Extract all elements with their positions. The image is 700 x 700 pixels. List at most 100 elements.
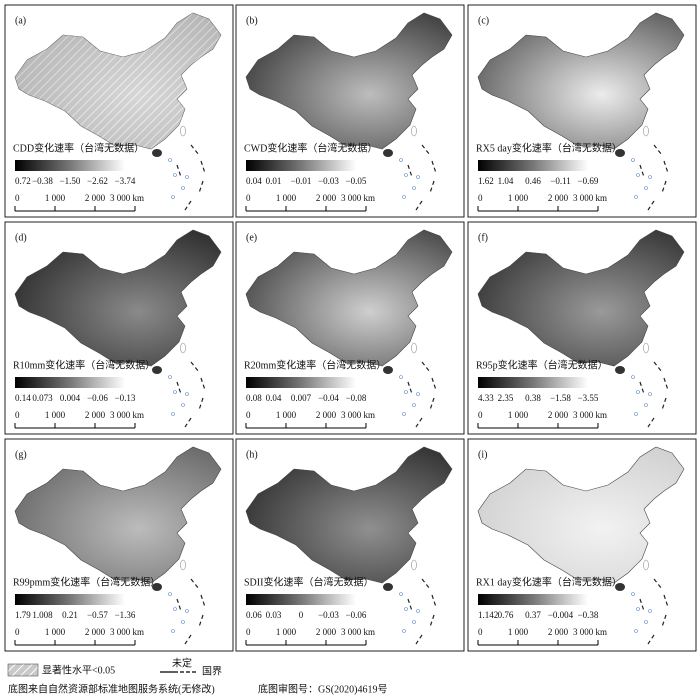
maritime-border xyxy=(639,598,645,612)
scale-label: 3 000 km xyxy=(110,627,144,637)
maritime-border xyxy=(647,200,655,211)
scale-label: 3 000 km xyxy=(573,410,607,420)
panel-label: (d) xyxy=(15,232,27,243)
colorbar-tick-label: −0.05 xyxy=(346,176,367,186)
scale-label: 2 000 xyxy=(316,627,337,637)
colorbar xyxy=(478,594,588,605)
maritime-border xyxy=(431,377,437,391)
map-panel: (f) R95p变化速率（台湾无数据） 4.33 2.35 0.38 −1.58 −3.55… xyxy=(467,221,697,435)
maritime-border xyxy=(661,180,667,194)
taiwan xyxy=(411,559,417,571)
taiwan xyxy=(411,125,417,137)
colorbar-tick-label: 1.79 xyxy=(15,610,31,620)
maritime-border xyxy=(653,361,663,373)
legend-title: RX5 day变化速率（台湾无数据） xyxy=(476,141,622,154)
island xyxy=(634,629,638,633)
colorbar xyxy=(15,594,125,605)
hainan xyxy=(383,366,393,374)
maritime-border xyxy=(200,160,206,174)
island xyxy=(185,392,189,396)
colorbar-tick-label: 0.46 xyxy=(525,176,541,186)
border-label: 国界 xyxy=(202,665,222,677)
colorbar-tick-label: 0.06 xyxy=(246,610,262,620)
island xyxy=(399,592,403,596)
legend-title: R10mm变化速率（台湾无数据） xyxy=(13,358,155,371)
hainan xyxy=(152,366,162,374)
maritime-border xyxy=(184,634,192,645)
island xyxy=(636,607,640,611)
panel-label: (a) xyxy=(15,15,26,26)
colorbar-tick-label: 0.08 xyxy=(246,393,262,403)
maritime-border xyxy=(200,594,206,608)
panel-label: (h) xyxy=(246,449,258,460)
maritime-border xyxy=(647,634,655,645)
colorbar-tick-label: −0.06 xyxy=(346,610,367,620)
colorbar-tick-label: 0.073 xyxy=(32,393,53,403)
island xyxy=(404,607,408,611)
maritime-border xyxy=(190,361,200,373)
colorbar-tick-label: 0.007 xyxy=(291,393,312,403)
scale-label: 1 000 xyxy=(45,193,66,203)
island xyxy=(412,403,416,407)
colorbar-tick-label: −0.03 xyxy=(318,176,339,186)
maritime-border xyxy=(639,381,645,395)
panel-label: (e) xyxy=(246,232,257,243)
island xyxy=(171,629,175,633)
panel-label: (b) xyxy=(246,15,258,26)
island xyxy=(634,195,638,199)
colorbar-tick-label: −0.06 xyxy=(87,393,108,403)
colorbar-tick-label: 0.01 xyxy=(266,176,282,186)
scale-label: 1 000 xyxy=(508,410,529,420)
scale-label: 2 000 xyxy=(85,410,106,420)
colorbar xyxy=(246,594,356,605)
colorbar-tick-label: −1.58 xyxy=(550,393,571,403)
scale-label: 0 xyxy=(478,193,483,203)
colorbar-tick-label: 0.72 xyxy=(15,176,31,186)
maritime-border xyxy=(415,200,423,211)
maritime-border xyxy=(415,634,423,645)
maritime-border xyxy=(429,614,435,628)
panel-label: (c) xyxy=(478,15,489,26)
colorbar xyxy=(478,160,588,171)
colorbar-tick-label: 1.008 xyxy=(32,610,53,620)
colorbar-tick-label: 0.38 xyxy=(525,393,541,403)
colorbar-tick-label: 0 xyxy=(299,610,304,620)
island xyxy=(181,620,185,624)
colorbar-tick-label: −0.38 xyxy=(578,610,599,620)
hainan xyxy=(152,149,162,157)
scale-label: 2 000 xyxy=(548,193,569,203)
colorbar-tick-label: −0.08 xyxy=(346,393,367,403)
legend-title: SDII变化速率（台湾无数据） xyxy=(244,575,373,588)
taiwan xyxy=(180,125,186,137)
scale-label: 3 000 km xyxy=(110,410,144,420)
maritime-border xyxy=(653,578,663,590)
undetermined-label: 未定 xyxy=(172,656,192,669)
maritime-border xyxy=(407,381,413,395)
colorbar-tick-label: −0.01 xyxy=(291,176,312,186)
maritime-border xyxy=(653,144,663,156)
hainan xyxy=(615,366,625,374)
colorbar-tick-label: −0.04 xyxy=(318,393,339,403)
scale-label: 0 xyxy=(246,410,251,420)
colorbar-tick-label: 0.14 xyxy=(15,393,31,403)
island xyxy=(185,609,189,613)
island xyxy=(181,403,185,407)
panel-label: (g) xyxy=(15,449,27,460)
colorbar-tick-label: −0.03 xyxy=(318,610,339,620)
colorbar-tick-label: 2.35 xyxy=(498,393,514,403)
maritime-border xyxy=(663,594,669,608)
scale-label: 1 000 xyxy=(276,410,297,420)
taiwan xyxy=(411,342,417,354)
colorbar-tick-label: −1.50 xyxy=(60,176,81,186)
island xyxy=(399,375,403,379)
maritime-border xyxy=(661,614,667,628)
maritime-border xyxy=(431,160,437,174)
maritime-border xyxy=(407,164,413,178)
scale-label: 0 xyxy=(478,410,483,420)
island xyxy=(168,158,172,162)
island xyxy=(648,609,652,613)
panel-label: (f) xyxy=(478,232,488,243)
scale-label: 2 000 xyxy=(85,627,106,637)
colorbar-tick-label: 0.04 xyxy=(266,393,282,403)
colorbar-tick-label: 0.37 xyxy=(525,610,541,620)
